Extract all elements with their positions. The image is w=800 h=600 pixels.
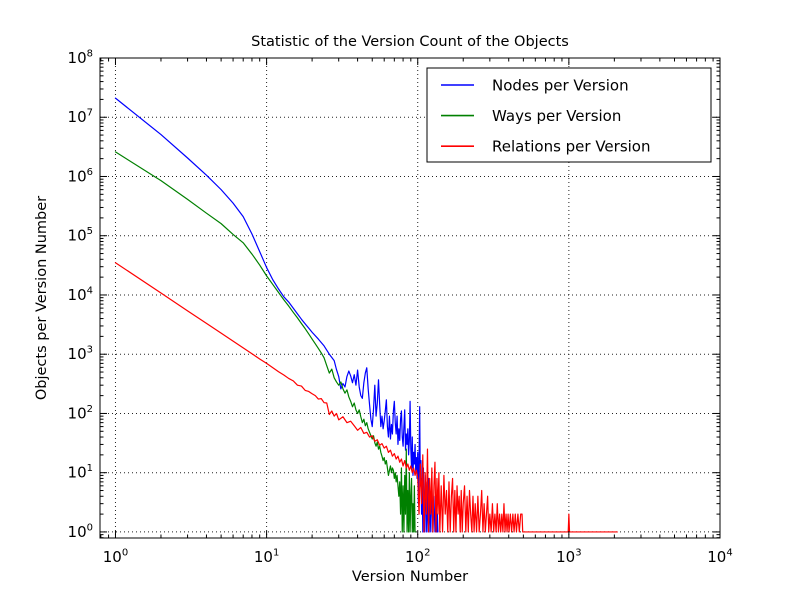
series-line-nodes-per-version [114, 97, 439, 533]
y-axis-label: Objects per Version Number [34, 195, 50, 401]
x-tick-label: 101 [254, 548, 279, 567]
y-tick-label: 107 [68, 108, 93, 127]
y-tick-label: 103 [68, 345, 93, 364]
tick-labels: 100 101 102 103 104 100 101 102 103 104 105 106 107 1… [68, 49, 733, 567]
legend-item-nodes-per-version: Nodes per Version [441, 77, 629, 95]
x-tick-label: 104 [707, 548, 732, 567]
legend-box [426, 67, 712, 163]
y-tick-label: 100 [68, 522, 93, 541]
x-tick-label: 100 [103, 548, 128, 567]
axis-ticks [100, 57, 721, 539]
x-tick-label: 103 [556, 548, 581, 567]
y-tick-label: 104 [68, 285, 93, 304]
series-lines [114, 97, 618, 533]
series-line-relations-per-version [114, 262, 618, 533]
legend: Nodes per Version Ways per Version Relatio… [426, 67, 712, 163]
legend-label: Nodes per Version [492, 77, 629, 95]
chart-title: Statistic of the Version Count of the Ob… [251, 34, 569, 50]
legend-label: Ways per Version [492, 107, 621, 125]
y-tick-label: 105 [68, 226, 93, 245]
y-tick-label: 108 [68, 49, 93, 68]
x-axis-label: Version Number [351, 569, 469, 585]
y-tick-label: 106 [68, 167, 93, 186]
y-tick-label: 102 [68, 404, 93, 423]
legend-label: Relations per Version [492, 138, 651, 156]
legend-item-ways-per-version: Ways per Version [441, 107, 621, 125]
x-tick-label: 102 [405, 548, 430, 567]
legend-item-relations-per-version: Relations per Version [441, 138, 651, 156]
y-tick-label: 101 [68, 463, 93, 482]
